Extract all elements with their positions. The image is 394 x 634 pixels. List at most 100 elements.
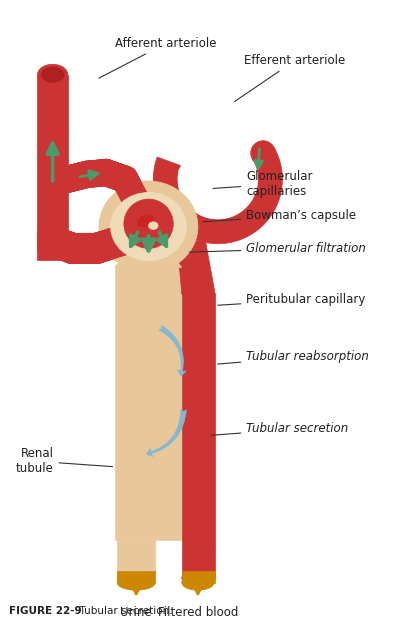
Circle shape bbox=[81, 233, 112, 264]
Ellipse shape bbox=[182, 571, 214, 585]
Circle shape bbox=[98, 228, 128, 258]
Circle shape bbox=[251, 141, 275, 165]
Circle shape bbox=[54, 166, 81, 193]
Ellipse shape bbox=[117, 575, 155, 590]
Text: Urine: Urine bbox=[121, 606, 152, 619]
Text: FIGURE 22-9: FIGURE 22-9 bbox=[9, 606, 82, 616]
Circle shape bbox=[120, 181, 146, 208]
Circle shape bbox=[82, 160, 108, 187]
Circle shape bbox=[46, 229, 76, 259]
Circle shape bbox=[108, 223, 139, 253]
Circle shape bbox=[109, 165, 136, 191]
Polygon shape bbox=[153, 147, 282, 243]
Circle shape bbox=[88, 231, 118, 261]
Text: Tubular reabsorption: Tubular reabsorption bbox=[218, 350, 369, 364]
Circle shape bbox=[49, 230, 79, 261]
Circle shape bbox=[87, 160, 114, 186]
Circle shape bbox=[37, 226, 68, 256]
Circle shape bbox=[105, 226, 135, 256]
Ellipse shape bbox=[182, 285, 214, 301]
Circle shape bbox=[60, 164, 87, 191]
Circle shape bbox=[81, 233, 112, 264]
Circle shape bbox=[71, 162, 97, 188]
Circle shape bbox=[116, 175, 143, 202]
Circle shape bbox=[52, 231, 82, 261]
Ellipse shape bbox=[103, 204, 137, 230]
Circle shape bbox=[107, 224, 137, 254]
Circle shape bbox=[107, 224, 137, 254]
Text: Afferent arteriole: Afferent arteriole bbox=[99, 37, 217, 78]
Circle shape bbox=[71, 233, 101, 264]
Circle shape bbox=[102, 227, 132, 257]
Ellipse shape bbox=[155, 202, 190, 228]
Ellipse shape bbox=[182, 575, 214, 590]
Polygon shape bbox=[117, 540, 155, 578]
Circle shape bbox=[123, 188, 149, 214]
Circle shape bbox=[118, 178, 145, 205]
Circle shape bbox=[84, 160, 111, 186]
Polygon shape bbox=[182, 571, 215, 583]
Circle shape bbox=[43, 228, 74, 258]
Circle shape bbox=[112, 219, 142, 250]
Circle shape bbox=[85, 232, 115, 262]
Circle shape bbox=[43, 228, 74, 258]
Text: Peritubular capillary: Peritubular capillary bbox=[218, 293, 366, 306]
Circle shape bbox=[120, 181, 146, 208]
Circle shape bbox=[85, 232, 115, 262]
Circle shape bbox=[76, 161, 103, 188]
Circle shape bbox=[108, 223, 139, 253]
Circle shape bbox=[90, 160, 116, 186]
Circle shape bbox=[60, 164, 87, 191]
Circle shape bbox=[71, 162, 97, 188]
Circle shape bbox=[79, 160, 106, 187]
Circle shape bbox=[76, 161, 103, 188]
Circle shape bbox=[124, 199, 173, 249]
Circle shape bbox=[115, 216, 146, 246]
Circle shape bbox=[79, 160, 106, 187]
Circle shape bbox=[115, 216, 146, 246]
Ellipse shape bbox=[149, 222, 158, 230]
Polygon shape bbox=[117, 571, 155, 583]
Circle shape bbox=[106, 164, 133, 191]
Circle shape bbox=[68, 162, 95, 189]
Circle shape bbox=[57, 165, 84, 191]
Polygon shape bbox=[115, 255, 182, 268]
Circle shape bbox=[68, 233, 98, 264]
Circle shape bbox=[115, 172, 141, 198]
Circle shape bbox=[81, 233, 112, 264]
Text: Bowman’s capsule: Bowman’s capsule bbox=[204, 209, 357, 222]
Circle shape bbox=[82, 160, 108, 187]
Circle shape bbox=[102, 227, 132, 257]
Circle shape bbox=[91, 230, 122, 261]
Circle shape bbox=[112, 166, 138, 193]
Polygon shape bbox=[182, 545, 215, 578]
Circle shape bbox=[57, 165, 84, 191]
Ellipse shape bbox=[160, 204, 194, 230]
Circle shape bbox=[124, 199, 173, 249]
Circle shape bbox=[95, 229, 125, 259]
Circle shape bbox=[54, 166, 81, 193]
Circle shape bbox=[105, 226, 135, 256]
Ellipse shape bbox=[138, 215, 154, 227]
Circle shape bbox=[123, 188, 149, 214]
Circle shape bbox=[68, 233, 98, 264]
Polygon shape bbox=[37, 75, 68, 250]
Circle shape bbox=[71, 233, 101, 264]
Circle shape bbox=[105, 226, 135, 256]
Circle shape bbox=[112, 219, 142, 250]
Circle shape bbox=[106, 164, 133, 191]
Circle shape bbox=[74, 233, 105, 264]
Circle shape bbox=[74, 161, 100, 188]
Circle shape bbox=[52, 231, 82, 261]
Circle shape bbox=[65, 163, 92, 190]
Circle shape bbox=[118, 178, 145, 205]
Circle shape bbox=[74, 161, 100, 188]
Circle shape bbox=[113, 169, 140, 195]
Circle shape bbox=[68, 162, 95, 189]
Circle shape bbox=[110, 221, 141, 251]
Circle shape bbox=[93, 159, 119, 186]
Circle shape bbox=[78, 233, 108, 264]
Circle shape bbox=[64, 233, 95, 264]
Circle shape bbox=[78, 233, 108, 264]
Circle shape bbox=[103, 163, 130, 190]
